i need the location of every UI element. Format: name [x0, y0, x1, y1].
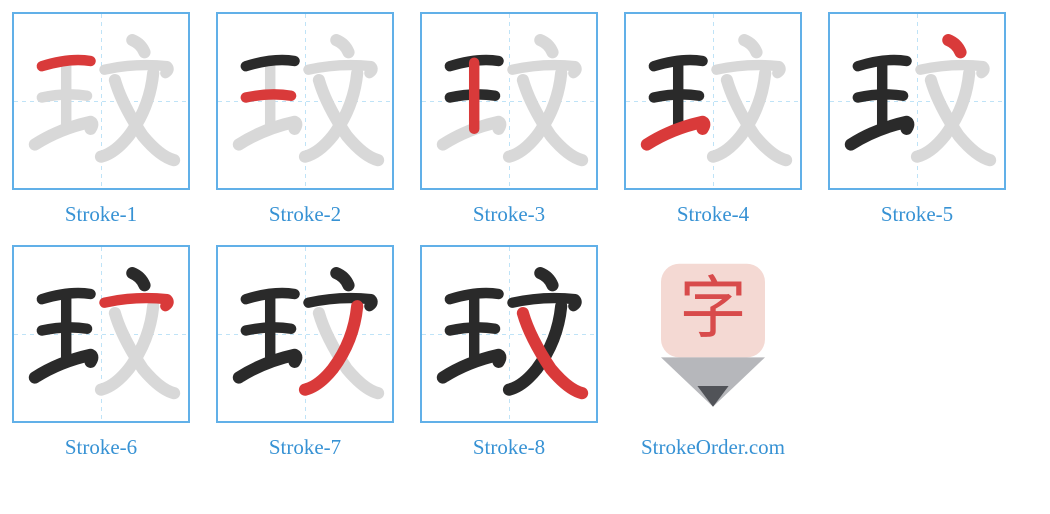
stroke-svg-2 — [218, 14, 392, 188]
stroke-caption-7: Stroke-7 — [269, 435, 341, 460]
stroke-caption-4: Stroke-4 — [677, 202, 749, 227]
stroke-caption-6: Stroke-6 — [65, 435, 137, 460]
brand-tile: 字 — [624, 245, 802, 423]
stroke-svg-5 — [830, 14, 1004, 188]
stroke-svg-6 — [14, 247, 188, 421]
stroke-tile-7 — [216, 245, 394, 423]
brand-cell: 字 StrokeOrder.com — [624, 245, 802, 460]
brand-logo-icon: 字 — [648, 254, 778, 414]
stroke-tile-5 — [828, 12, 1006, 190]
stroke-svg-7 — [218, 247, 392, 421]
stroke-grid: Stroke-1 Stroke-2 Stroke-3 — [12, 12, 1038, 460]
stroke-caption-1: Stroke-1 — [65, 202, 137, 227]
stroke-tile-3 — [420, 12, 598, 190]
stroke-svg-8 — [422, 247, 596, 421]
stroke-cell-5: Stroke-5 — [828, 12, 1006, 227]
stroke-cell-8: Stroke-8 — [420, 245, 598, 460]
stroke-cell-1: Stroke-1 — [12, 12, 190, 227]
stroke-cell-2: Stroke-2 — [216, 12, 394, 227]
stroke-tile-4 — [624, 12, 802, 190]
stroke-tile-2 — [216, 12, 394, 190]
stroke-caption-2: Stroke-2 — [269, 202, 341, 227]
stroke-svg-4 — [626, 14, 800, 188]
stroke-tile-1 — [12, 12, 190, 190]
stroke-cell-4: Stroke-4 — [624, 12, 802, 227]
stroke-caption-3: Stroke-3 — [473, 202, 545, 227]
stroke-svg-1 — [14, 14, 188, 188]
stroke-caption-8: Stroke-8 — [473, 435, 545, 460]
stroke-cell-6: Stroke-6 — [12, 245, 190, 460]
stroke-tile-8 — [420, 245, 598, 423]
stroke-tile-6 — [12, 245, 190, 423]
stroke-cell-7: Stroke-7 — [216, 245, 394, 460]
stroke-svg-3 — [422, 14, 596, 188]
stroke-cell-3: Stroke-3 — [420, 12, 598, 227]
brand-glyph: 字 — [679, 271, 747, 346]
brand-site-label: StrokeOrder.com — [641, 435, 785, 460]
stroke-caption-5: Stroke-5 — [881, 202, 953, 227]
